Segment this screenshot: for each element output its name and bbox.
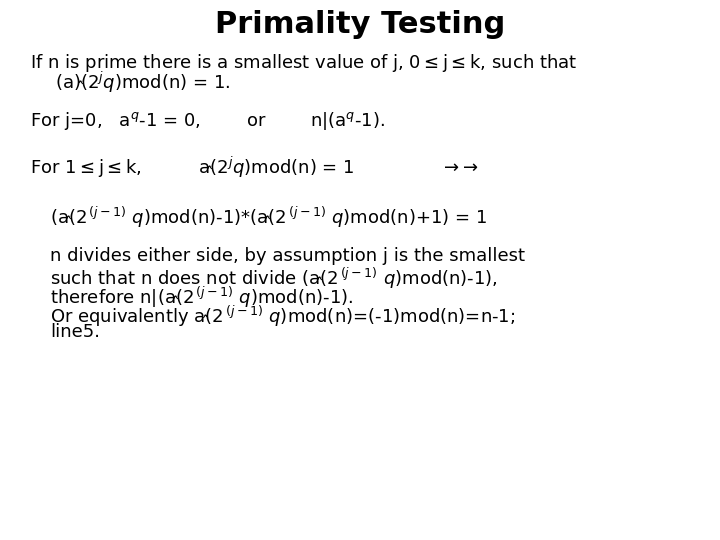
Text: n divides either side, by assumption j is the smallest: n divides either side, by assumption j i… [50,247,525,265]
Text: (a$\mathsf{\hat{}}$(2$^{\,(j-1)}$ $\it{q}$)mod(n)-1)*(a$\mathsf{\hat{}}$(2$^{\,(: (a$\mathsf{\hat{}}$(2$^{\,(j-1)}$ $\it{q… [50,205,487,230]
Text: For 1$\leq$j$\leq$k,          a$\mathsf{\hat{}}$(2$^{j}$$\it{q}$)mod(n) = 1     : For 1$\leq$j$\leq$k, a$\mathsf{\hat{}}$(… [30,155,479,180]
Text: (a)$\mathsf{\hat{}}$(2$^{j}$$\it{q}$)mod(n) = 1.: (a)$\mathsf{\hat{}}$(2$^{j}$$\it{q}$)mod… [55,70,230,95]
Text: therefore n|(a$\mathsf{\hat{}}$(2$^{\,(j-1)}$ $\it{q}$)mod(n)-1).: therefore n|(a$\mathsf{\hat{}}$(2$^{\,(j… [50,285,354,310]
Text: such that n does not divide (a$\mathsf{\hat{}}$(2$^{\,(j-1)}$ $\it{q}$)mod(n)-1): such that n does not divide (a$\mathsf{\… [50,266,498,291]
Text: For j=0,   a$^{q}$-1 = 0,        or        n|(a$^{q}$-1).: For j=0, a$^{q}$-1 = 0, or n|(a$^{q}$-1)… [30,110,385,132]
Text: Or equivalently a$\mathsf{\hat{}}$(2$^{\,(j-1)}$ $\it{q}$)mod(n)=(-1)mod(n)=n-1;: Or equivalently a$\mathsf{\hat{}}$(2$^{\… [50,304,516,329]
Text: If n is prime there is a smallest value of j, 0$\leq$j$\leq$k, such that: If n is prime there is a smallest value … [30,52,577,74]
Text: line5.: line5. [50,323,100,341]
Text: Primality Testing: Primality Testing [215,10,505,39]
